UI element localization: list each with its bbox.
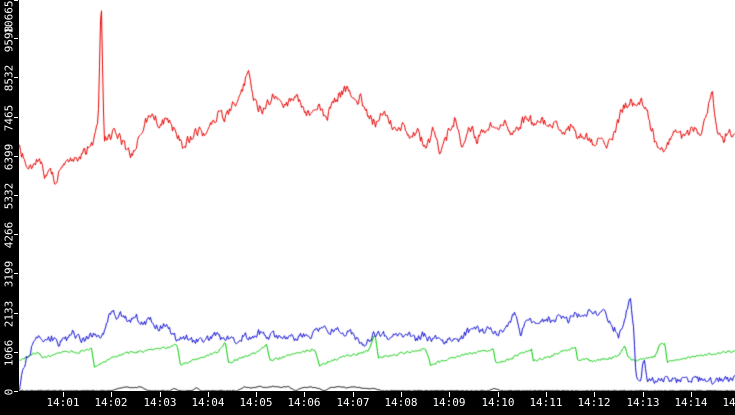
x-tick-mark (160, 392, 161, 397)
y-tick-mark (14, 0, 18, 1)
y-tick-label: 4266 (2, 221, 16, 249)
y-tick-label: 6399 (2, 143, 16, 171)
x-tick-label: 14:02 (94, 396, 128, 409)
y-tick-mark (14, 391, 18, 392)
y-tick-mark (14, 77, 18, 78)
x-tick-mark (304, 392, 305, 397)
x-tick-label: 14:01 (46, 396, 80, 409)
x-axis-strip: 14:01 14:02 14:03 14:04 14:05 14:06 14:07 14:08… (0, 392, 735, 415)
x-tick-label: 14:03 (143, 396, 177, 409)
x-tick-mark (546, 392, 547, 397)
x-tick-mark (498, 392, 499, 397)
y-tick-label: 2133 (2, 300, 16, 327)
x-tick-label: 14:05 (239, 396, 273, 409)
x-tick-mark (691, 392, 692, 397)
y-axis-strip: 0 1066 2133 3199 4266 5332 6399 7465 8532 9598 106… (0, 0, 18, 415)
x-tick-mark (63, 392, 64, 397)
y-tick-label: 5332 (2, 182, 16, 210)
y-tick-mark (14, 156, 18, 157)
y-tick-mark (14, 195, 18, 196)
y-tick-label: 10665 (2, 0, 16, 34)
y-tick-mark (14, 234, 18, 235)
y-tick-mark (14, 117, 18, 118)
x-tick-label: 14:14 (674, 396, 708, 409)
x-tick-label: 14:11 (529, 396, 563, 409)
y-tick-mark (14, 273, 18, 274)
x-tick-mark (111, 392, 112, 397)
x-tick-label: 14:15 (722, 396, 735, 409)
x-tick-mark (594, 392, 595, 397)
x-tick-label: 14:06 (287, 396, 321, 409)
x-tick-mark (256, 392, 257, 397)
x-tick-label: 14:04 (191, 396, 225, 409)
x-tick-mark (401, 392, 402, 397)
y-tick-mark (14, 38, 18, 39)
x-tick-label: 14:13 (626, 396, 660, 409)
y-tick-label: 8532 (2, 65, 16, 92)
y-tick-mark (14, 352, 18, 353)
y-tick-label: 0 (2, 388, 16, 396)
x-tick-label: 14:10 (481, 396, 515, 409)
x-tick-mark (449, 392, 450, 397)
x-tick-label: 14:08 (384, 396, 418, 409)
x-tick-mark (643, 392, 644, 397)
y-tick-label: 7465 (2, 104, 16, 131)
x-tick-mark (353, 392, 354, 397)
x-tick-mark (208, 392, 209, 397)
y-tick-label: 1066 (2, 339, 16, 367)
plot-area (18, 0, 735, 392)
x-tick-label: 14:12 (577, 396, 611, 409)
y-tick-label: 3199 (2, 261, 16, 288)
x-tick-label: 14:07 (336, 396, 370, 409)
chart-canvas (19, 0, 735, 391)
x-tick-label: 14:09 (432, 396, 466, 409)
y-tick-mark (14, 313, 18, 314)
